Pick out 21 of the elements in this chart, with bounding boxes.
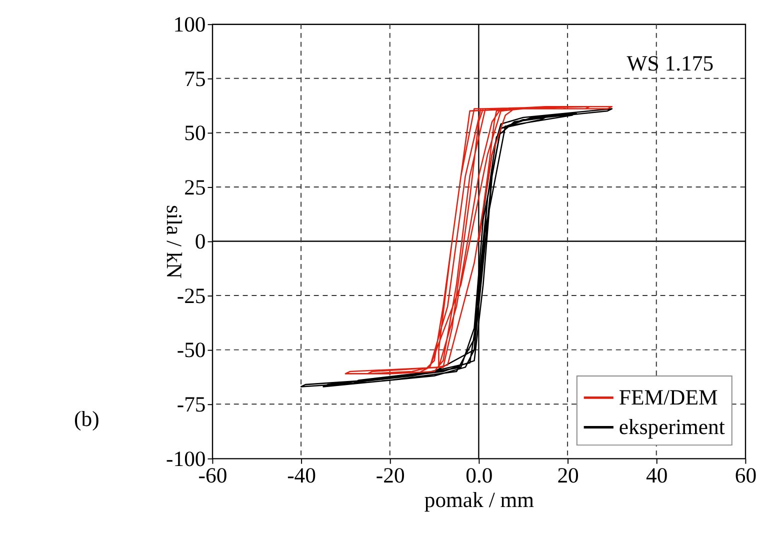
- y-tick-label: 0: [194, 230, 206, 254]
- y-tick-label: -75: [176, 392, 206, 417]
- x-tick-label: -40: [287, 464, 316, 488]
- legend-label: FEM/DEM: [618, 386, 718, 410]
- x-tick-label: 60: [734, 464, 757, 488]
- y-axis-title: sila / kN: [162, 204, 186, 279]
- legend-label: eksperiment: [618, 415, 725, 440]
- y-tick-label: -50: [176, 338, 206, 362]
- y-tick-label: -25: [176, 284, 206, 308]
- line-series: [344, 106, 613, 374]
- x-tick-label: 40: [646, 464, 668, 488]
- y-tick-label: 75: [184, 66, 206, 91]
- y-tick-label: 100: [173, 12, 206, 36]
- annotation: WS 1.175: [626, 51, 714, 76]
- x-tick-label: 20: [557, 464, 580, 488]
- x-axis-title: pomak / mm: [424, 488, 534, 512]
- text: (b): [74, 406, 100, 431]
- y-tick-label: 50: [184, 121, 206, 146]
- y-tick-label: 25: [184, 175, 206, 200]
- x-tick-label: -20: [376, 464, 405, 488]
- x-tick-label: 0.0: [466, 464, 493, 488]
